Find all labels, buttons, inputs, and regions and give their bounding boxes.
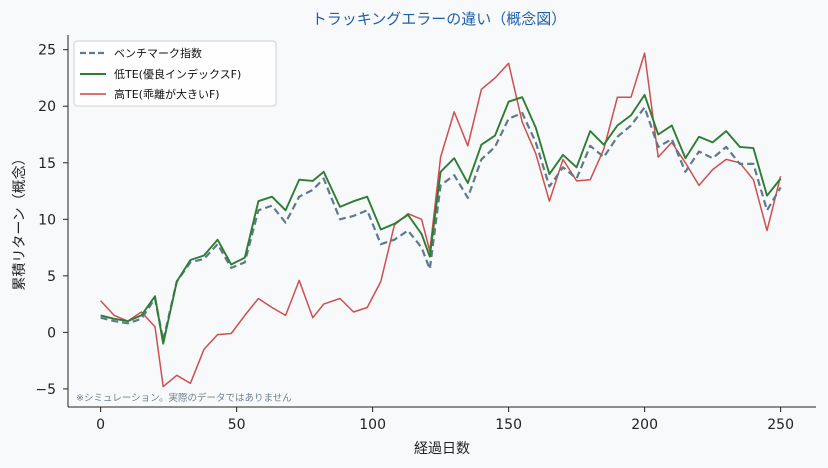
simulation-note: ※シミュレーション。実際のデータではありません	[76, 392, 292, 404]
y-tick-label: 10	[38, 212, 56, 228]
y-tick-label: 5	[47, 269, 56, 285]
y-tick-label: 15	[38, 156, 56, 172]
x-tick-label: 0	[96, 417, 105, 433]
y-tick-label: 25	[38, 43, 56, 59]
x-tick-label: 150	[495, 417, 522, 433]
x-tick-label: 100	[359, 417, 386, 433]
y-tick-label: 0	[47, 325, 56, 341]
x-tick-label: 250	[767, 417, 794, 433]
y-axis-label: 累積リターン（概念）	[11, 151, 28, 290]
legend-label-high-te: 高TE(乖離が大きいF)	[114, 87, 220, 101]
legend: ベンチマーク指数 低TE(優良インデックスF) 高TE(乖離が大きいF)	[73, 40, 277, 107]
series-line-low-te	[100, 93, 782, 345]
y-tick-label: 20	[38, 99, 56, 115]
series-line-benchmark	[100, 106, 782, 342]
plot-area	[100, 52, 782, 388]
legend-label-benchmark: ベンチマーク指数	[114, 46, 202, 60]
x-tick-label: 200	[631, 417, 658, 433]
x-ticks: 0 50 100 150 200 250	[96, 407, 794, 433]
legend-label-low-te: 低TE(優良インデックスF)	[114, 67, 241, 81]
series-line-high-te	[100, 52, 782, 388]
y-tick-label: −5	[35, 382, 56, 398]
chart-title: トラッキングエラーの違い（概念図）	[312, 10, 567, 28]
legend-box	[73, 40, 277, 107]
y-ticks: −5 0 5 10 15 20 25	[35, 43, 68, 398]
x-axis-label: 経過日数	[414, 441, 470, 457]
x-tick-label: 50	[228, 417, 246, 433]
